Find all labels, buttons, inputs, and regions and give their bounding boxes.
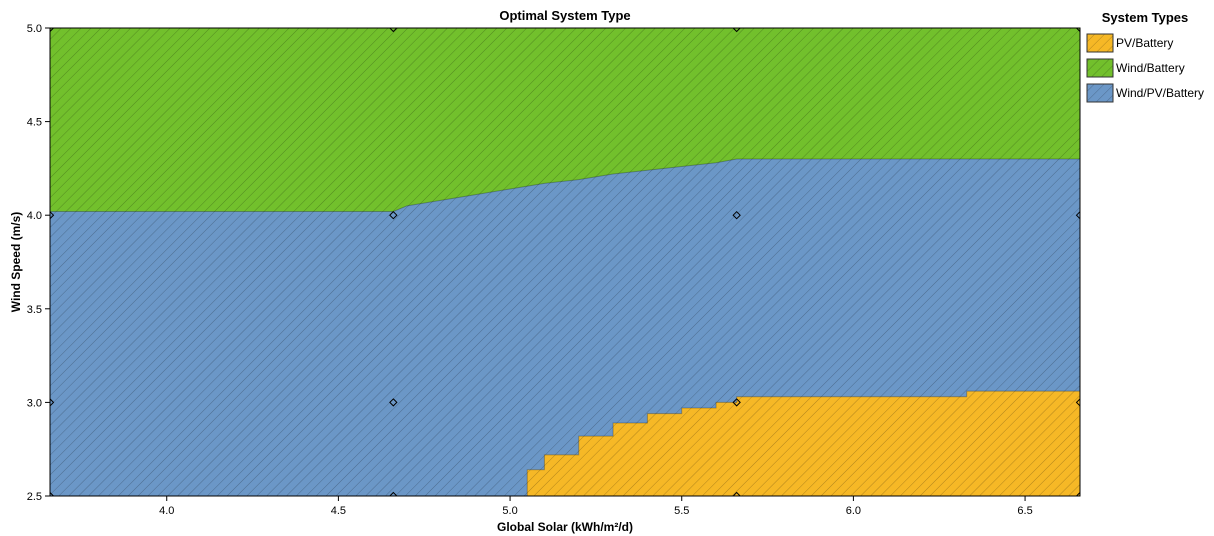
sensitivity-point	[389, 210, 398, 220]
legend-swatch	[1086, 58, 1114, 78]
sensitivity-point	[50, 491, 55, 496]
x-tick-label: 5.5	[674, 505, 689, 517]
sensitivity-point	[732, 28, 741, 33]
sensitivity-point	[389, 398, 398, 407]
plot-area	[50, 28, 1080, 496]
sensitivity-markers	[50, 28, 1080, 496]
sensitivity-point	[50, 398, 55, 407]
legend-swatch	[1086, 83, 1114, 103]
sensitivity-point	[732, 398, 741, 407]
legend-label: Wind/PV/Battery	[1116, 86, 1204, 100]
x-tick-label: 6.5	[1017, 505, 1032, 517]
sensitivity-point	[1075, 398, 1080, 407]
sensitivity-point	[732, 210, 741, 220]
sensitivity-point	[389, 491, 398, 496]
legend-swatch	[1086, 33, 1114, 53]
x-tick-label: 4.5	[331, 505, 346, 517]
x-tick-label: 6.0	[846, 505, 861, 517]
legend-item: Wind/PV/Battery	[1086, 83, 1204, 103]
sensitivity-point	[1075, 491, 1080, 496]
y-axis-label: Wind Speed (m/s)	[9, 212, 23, 313]
sensitivity-point	[50, 210, 55, 220]
y-tick-label: 3.5	[27, 304, 42, 316]
boundary-pv-hybrid	[510, 390, 1080, 496]
sensitivity-point	[1075, 210, 1080, 220]
legend-item: Wind/Battery	[1086, 58, 1185, 78]
legend: PV/Battery Wind/Battery Wind/PV/Battery	[1086, 33, 1204, 103]
legend-label: Wind/Battery	[1116, 61, 1185, 75]
hatch-wind-battery	[50, 28, 1080, 212]
legend-item: PV/Battery	[1086, 33, 1173, 53]
legend-label: PV/Battery	[1116, 36, 1173, 50]
sensitivity-point	[389, 28, 398, 33]
chart-title: Optimal System Type	[499, 8, 630, 23]
x-axis-ticks: 4.0 4.5 5.0 5.5 6.0 6.5	[159, 496, 1033, 517]
y-tick-label: 5.0	[27, 23, 42, 35]
x-tick-label: 5.0	[502, 505, 517, 517]
y-tick-label: 3.0	[27, 397, 42, 409]
y-tick-label: 2.5	[27, 491, 42, 503]
y-axis-ticks: 2.5 3.0 3.5 4.0 4.5 5.0	[27, 23, 50, 503]
x-axis-label: Global Solar (kWh/m²/d)	[497, 520, 633, 534]
plot-frame	[49, 27, 1081, 497]
x-tick-label: 4.0	[159, 505, 174, 517]
y-tick-label: 4.5	[27, 117, 42, 129]
boundary-wind-hybrid	[50, 158, 1080, 212]
y-tick-label: 4.0	[27, 210, 42, 222]
sensitivity-point	[732, 491, 741, 496]
legend-title: System Types	[1102, 10, 1188, 25]
hatch-pv-battery	[510, 391, 1080, 496]
